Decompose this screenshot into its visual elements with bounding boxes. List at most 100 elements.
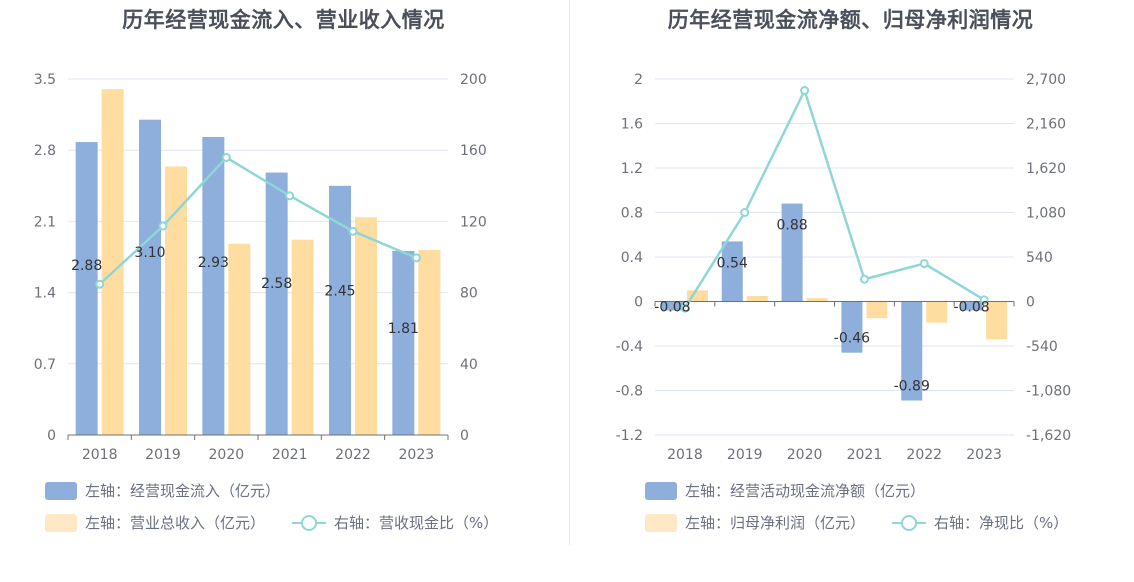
chart-plot-left: 0 0 0.7 40 1.4 80 2.1 120 2.8 160 3.5 200 2018 2019 20…	[34, 72, 487, 463]
legend-swatch-orange	[45, 513, 77, 532]
bar-secondary	[228, 243, 251, 435]
chart-title-right: 历年经营现金流净额、归母净利润情况	[667, 8, 1034, 32]
ratio-line	[683, 87, 985, 309]
left-axis-tick: 0	[47, 428, 56, 444]
right-axis-tick: -1,620	[1026, 428, 1071, 444]
right-axis-tick: 40	[460, 357, 478, 373]
left-axis-tick: 2	[634, 72, 643, 88]
bar-value-label: -0.08	[654, 300, 690, 316]
right-axis-tick: 80	[460, 286, 478, 302]
left-axis-tick: 1.4	[34, 286, 56, 302]
right-axis-tick: 2,700	[1026, 72, 1066, 88]
bar-primary	[661, 301, 683, 311]
bar-secondary	[866, 301, 888, 319]
left-axis-tick: 3.5	[34, 72, 56, 88]
bar-secondary	[686, 290, 708, 302]
bar-value-label: -0.89	[894, 379, 930, 395]
bar-value-label: 2.88	[71, 258, 102, 274]
right-axis-tick: 1,080	[1026, 206, 1066, 222]
right-axis-tick: 0	[460, 428, 469, 444]
bar-secondary	[418, 249, 441, 435]
left-axis-tick: -0.8	[616, 384, 643, 400]
right-axis-tick: 0	[1026, 295, 1035, 311]
category-label: 2019	[727, 447, 763, 463]
bar-primary	[721, 241, 743, 302]
legend-item-ratio[interactable]: 右轴：营收现金比（%）	[292, 512, 498, 533]
legend-label: 左轴：归母净利润（亿元）	[685, 514, 866, 532]
right-axis-tick: 120	[460, 214, 487, 230]
chart-plot-right: -1.2 -1,620 -0.8 -1,080 -0.4 -540 0 0 0.4 540 0.8 1…	[616, 72, 1071, 463]
bar-primary	[841, 301, 863, 353]
chart-panel-right: 历年经营现金流净额、归母净利润情况 -1.2 -1,620 -0.8 -1,080 -0…	[567, 0, 1134, 582]
left-axis-tick: 0.7	[34, 357, 56, 373]
category-label: 2022	[906, 447, 942, 463]
legend-line-icon	[292, 514, 326, 532]
bar-primary	[265, 172, 288, 435]
bar-primary	[139, 119, 161, 435]
bar-value-label: 1.81	[388, 321, 419, 337]
bar-primary	[961, 301, 983, 311]
legend-line-icon	[892, 514, 926, 532]
category-label: 2020	[209, 447, 245, 463]
legend-item-cash-inflow[interactable]: 左轴：经营现金流入（亿元）	[45, 480, 280, 501]
legend-label: 右轴：营收现金比（%）	[334, 514, 499, 532]
legend-label: 左轴：营业总收入（亿元）	[85, 514, 266, 532]
right-axis-tick: 540	[1026, 250, 1053, 266]
legend-label: 右轴：净现比（%）	[934, 514, 1069, 532]
bar-value-label: 0.54	[717, 255, 748, 271]
ratio-point	[740, 208, 750, 217]
bar-secondary	[806, 298, 828, 302]
category-label: 2021	[272, 447, 308, 463]
legend-swatch-blue	[45, 481, 77, 500]
ratio-point	[859, 274, 869, 284]
legend-swatch-orange	[645, 513, 677, 532]
category-label: 2023	[399, 447, 435, 463]
bar-primary	[329, 185, 351, 435]
ratio-point	[800, 86, 810, 96]
bar-secondary	[986, 301, 1008, 340]
bar-value-label: 2.93	[198, 255, 229, 271]
category-label: 2021	[847, 447, 883, 463]
legend-item-net-profit[interactable]: 左轴：归母净利润（亿元）	[645, 512, 865, 533]
bar-primary	[781, 203, 803, 302]
bar-value-label: 0.88	[776, 218, 807, 234]
left-axis-tick: 0	[634, 295, 643, 311]
bar-secondary	[355, 217, 377, 435]
legend-label: 左轴：经营现金流入（亿元）	[85, 482, 281, 500]
bar-secondary	[165, 166, 187, 435]
left-axis-tick: 1.6	[621, 117, 643, 133]
ratio-point	[285, 191, 295, 201]
right-axis-tick: 160	[460, 143, 487, 159]
left-axis-tick: 2.8	[34, 143, 56, 159]
bar-value-label: -0.46	[834, 331, 870, 347]
legend-swatch-blue	[645, 481, 677, 500]
left-axis-tick: -0.4	[616, 339, 643, 355]
legend-item-net-cash[interactable]: 左轴：经营活动现金流净额（亿元）	[645, 480, 925, 501]
right-axis-tick: 1,620	[1026, 161, 1066, 177]
legend-item-net-ratio[interactable]: 右轴：净现比（%）	[892, 512, 1068, 533]
bar-secondary	[746, 295, 768, 302]
bar-primary	[901, 301, 923, 401]
legend-item-revenue[interactable]: 左轴：营业总收入（亿元）	[45, 512, 265, 533]
bar-primary	[392, 250, 415, 435]
legend-label: 左轴：经营活动现金流净额（亿元）	[685, 482, 926, 500]
bar-secondary	[101, 89, 124, 436]
ratio-line	[98, 155, 417, 286]
bar-secondary	[926, 301, 948, 323]
right-axis-tick: 200	[460, 72, 487, 88]
category-label: 2022	[335, 447, 371, 463]
left-axis-tick: 0.4	[621, 250, 643, 266]
bar-secondary	[291, 239, 314, 435]
left-axis-tick: -1.2	[616, 428, 643, 444]
category-label: 2023	[966, 447, 1002, 463]
bar-value-label: 2.45	[324, 283, 355, 299]
category-label: 2020	[787, 447, 823, 463]
ratio-point	[221, 152, 231, 162]
left-axis-tick: 2.1	[34, 214, 56, 230]
ratio-point	[411, 253, 421, 263]
category-label: 2019	[145, 447, 181, 463]
category-label: 2018	[82, 447, 118, 463]
bar-value-label: -0.08	[953, 300, 989, 316]
bar-value-label: 3.10	[134, 245, 165, 261]
ratio-point	[95, 279, 105, 289]
